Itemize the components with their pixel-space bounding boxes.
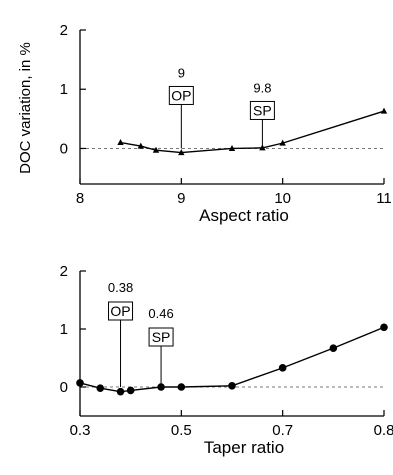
annotation-value: 0.38 bbox=[108, 280, 133, 295]
data-point bbox=[76, 379, 84, 387]
annotation-value: 9 bbox=[178, 65, 185, 80]
data-point bbox=[329, 344, 338, 352]
annotation-label: OP bbox=[171, 87, 191, 103]
data-point bbox=[279, 139, 286, 146]
x-tick-label: 0.8 bbox=[374, 422, 393, 439]
series-line bbox=[120, 110, 385, 154]
data-point bbox=[117, 139, 124, 146]
data-point bbox=[380, 323, 388, 332]
x-tick-label: 8 bbox=[76, 190, 84, 207]
annotation-box bbox=[108, 301, 134, 321]
y-tick-label: 0 bbox=[60, 140, 68, 157]
annotation-box bbox=[249, 100, 275, 120]
x-axis-label: Aspect ratio bbox=[199, 206, 289, 225]
data-point bbox=[228, 382, 236, 390]
data-point bbox=[177, 383, 186, 391]
annotation-label: SP bbox=[253, 102, 272, 118]
data-point bbox=[178, 149, 185, 156]
annotation-label: OP bbox=[110, 303, 130, 319]
x-axis-label: Taper ratio bbox=[204, 438, 284, 457]
data-point bbox=[126, 386, 135, 395]
x-tick-label: 11 bbox=[376, 190, 392, 207]
data-point bbox=[116, 387, 125, 396]
data-point bbox=[278, 364, 287, 372]
data-point bbox=[137, 142, 144, 149]
y-tick-label: 2 bbox=[60, 263, 68, 280]
x-tick-label: 0.5 bbox=[171, 422, 192, 439]
series-line bbox=[79, 326, 385, 393]
annotation-value: 0.46 bbox=[148, 306, 173, 321]
y-tick-label: 0 bbox=[60, 379, 68, 396]
y-axis-label: DOC variation, in % bbox=[17, 42, 34, 174]
x-tick-label: 0.3 bbox=[70, 422, 91, 439]
x-tick-label: 9 bbox=[177, 190, 185, 207]
data-point bbox=[96, 384, 105, 392]
y-tick-label: 1 bbox=[60, 321, 68, 338]
annotation-value: 9.8 bbox=[253, 80, 271, 95]
taper-ratio-chart: 0 1 2 0.3 0.5 0.7 0.8 Taper ratio OP 0.38 SP 0.46 bbox=[60, 263, 393, 457]
y-tick-label: 1 bbox=[60, 81, 68, 98]
data-point bbox=[228, 144, 236, 151]
annotation-label: SP bbox=[152, 329, 171, 345]
data-point bbox=[380, 107, 388, 114]
x-tick-label: 0.7 bbox=[272, 422, 293, 439]
x-tick-label: 10 bbox=[274, 190, 291, 207]
data-point bbox=[152, 146, 160, 153]
annotation-box bbox=[168, 85, 194, 105]
aspect-ratio-chart: 0 1 2 8 9 10 11 Aspect ratio OP 9 SP 9.8 bbox=[60, 22, 392, 225]
annotation-box bbox=[148, 327, 174, 347]
y-tick-label: 2 bbox=[60, 22, 68, 39]
